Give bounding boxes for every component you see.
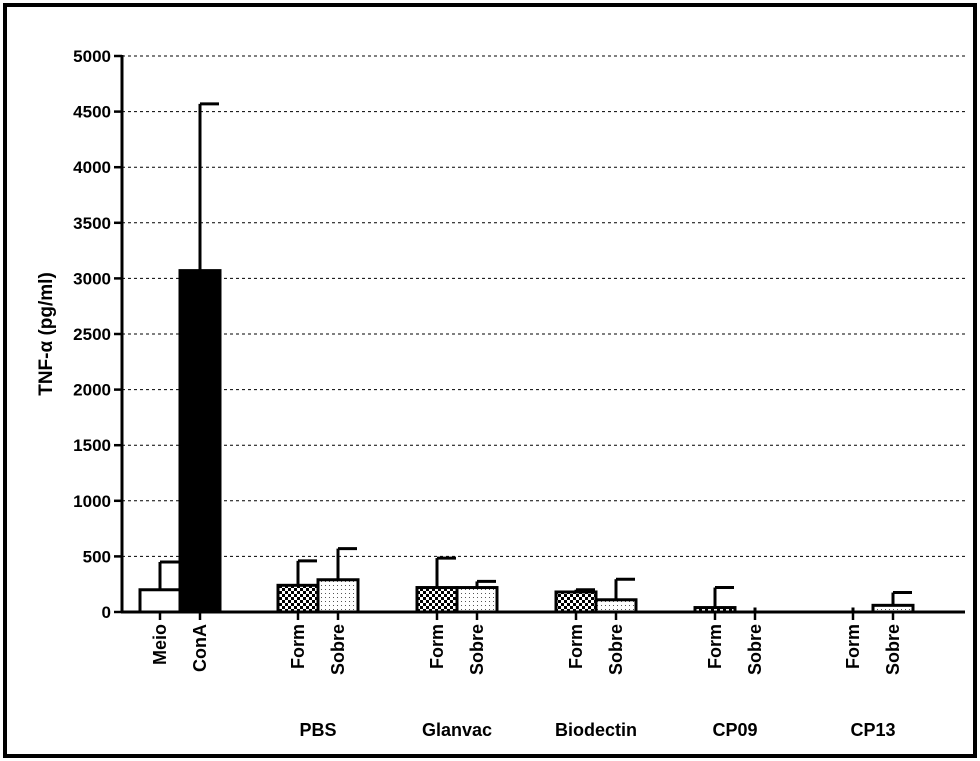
y-tick-label: 4500 xyxy=(73,103,111,122)
y-tick-label: 1000 xyxy=(73,492,111,511)
x-tick-label: Form xyxy=(427,624,447,669)
group-biodectin-form-bar xyxy=(554,590,598,614)
x-tick-label: Form xyxy=(705,624,725,669)
group-label: CP13 xyxy=(850,720,895,740)
figure-border xyxy=(3,3,977,758)
y-tick-label: 3000 xyxy=(73,269,111,288)
x-tick-label: Sobre xyxy=(328,624,348,675)
group-glanvac-form-bar xyxy=(415,586,459,614)
y-tick-label: 5000 xyxy=(73,47,111,66)
axes xyxy=(114,54,965,620)
group-cp09-form-bar xyxy=(693,606,737,614)
group-label: CP09 xyxy=(712,720,757,740)
x-tick-label: Sobre xyxy=(467,624,487,675)
y-tick-label: 500 xyxy=(83,547,111,566)
y-tick-label: 2000 xyxy=(73,381,111,400)
group-label: PBS xyxy=(299,720,336,740)
x-tick-label: Sobre xyxy=(883,624,903,675)
y-tick-label: 1500 xyxy=(73,436,111,455)
bars xyxy=(138,102,915,614)
x-tick-label: Sobre xyxy=(606,624,626,675)
group-cp13-sobre-bar xyxy=(871,603,915,614)
group-biodectin-sobre-bar xyxy=(594,598,638,614)
x-tick-label: Meio xyxy=(150,624,170,665)
y-tick-label: 0 xyxy=(102,603,111,622)
group-label: Biodectin xyxy=(555,720,637,740)
x-tick-label: Form xyxy=(843,624,863,669)
group-pbs-sobre-bar xyxy=(316,578,360,614)
control-cona-bar xyxy=(178,269,222,614)
x-tick-label: Form xyxy=(566,624,586,669)
y-axis-label: TNF-α (pg/ml) xyxy=(36,272,57,396)
labels: 0 500 1000 1500 2000 2500 3000 3500 4000 4500 5000… xyxy=(73,47,903,740)
control-meio-bar xyxy=(138,588,182,614)
group-pbs-form-bar xyxy=(276,583,320,614)
x-tick-label: Form xyxy=(288,624,308,669)
y-tick-label: 2500 xyxy=(73,325,111,344)
x-tick-label: ConA xyxy=(190,624,210,672)
group-glanvac-sobre-bar xyxy=(455,586,499,614)
group-label: Glanvac xyxy=(422,720,492,740)
x-tick-label: Sobre xyxy=(745,624,765,675)
y-tick-label: 4000 xyxy=(73,158,111,177)
y-tick-label: 3500 xyxy=(73,214,111,233)
gridlines xyxy=(122,55,965,557)
